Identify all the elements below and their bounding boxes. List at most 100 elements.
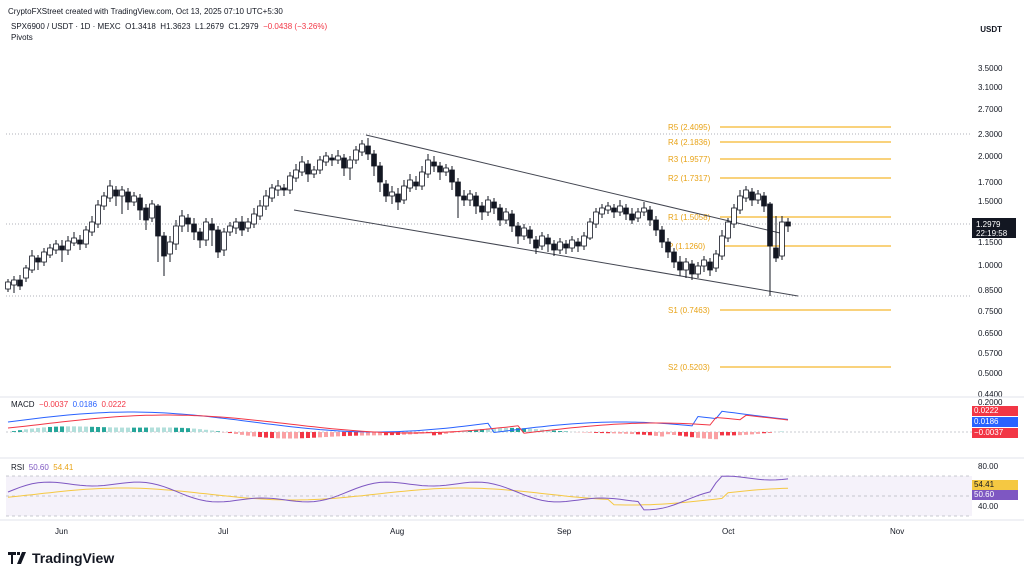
symbol-name: SPX6900 / USDT · 1D · MEXC [11,22,121,31]
candle-body [77,239,83,245]
macd-hist-bar [180,427,184,432]
candle-body [491,201,497,209]
price-axis-tick: 2.0000 [978,152,1003,161]
macd-hist-bar [60,426,64,432]
candle-body [461,195,467,201]
candle-body [29,255,35,271]
candle-body [425,159,431,175]
macd-hist-bar [156,427,160,432]
price-axis-tick: 3.5000 [978,64,1003,73]
macd-hist-bar [48,426,52,432]
macd-hist-bar [672,432,676,435]
macd-hist-bar [612,432,616,434]
time-axis-tick: Jul [218,527,228,536]
rsi-value-badge: 50.60 [972,490,1018,500]
price-axis-tick: 0.4400 [978,390,1003,399]
rsi-legend[interactable]: RSI 50.60 54.41 [11,463,73,472]
macd-hist-bar [726,432,730,436]
indicator-label[interactable]: Pivots [11,33,33,42]
candle-body [497,207,503,221]
macd-hist-bar [780,431,784,432]
candle-body [647,209,653,221]
macd-hist-bar [750,432,754,435]
macd-hist-bar [312,432,316,438]
macd-signal-line [7,414,789,434]
countdown-value: 22:19:58 [976,229,1008,238]
macd-hist-bar [642,432,646,435]
macd-hist-bar [546,430,550,432]
macd-hist-bar [606,432,610,434]
price-axis-tick: 0.7500 [978,307,1003,316]
candle-body [89,221,95,233]
macd-hist-bar [294,432,298,439]
macd-hist-bar [84,426,88,432]
candle-body [623,207,629,215]
candle-body [503,211,509,221]
candle-body [689,263,695,275]
macd-signal-value: 0.0222 [101,400,126,409]
macd-hist-bar [30,428,34,432]
macd-line-badge: 0.0186 [972,417,1018,427]
macd-hist-bar [240,432,244,435]
wedge-upper-line [365,134,781,234]
pivot-label: R2 (1.7317) [668,174,711,183]
candle-body [761,195,767,207]
candle-body [779,221,785,257]
price-axis-tick: 2.3000 [978,130,1003,139]
candle-body [539,235,545,247]
macd-hist-bar [342,432,346,437]
candle-body [197,231,203,241]
macd-hist-bar [330,432,334,437]
macd-hist-bar [138,427,142,432]
candle-body [641,207,647,213]
candle-body [635,211,641,219]
macd-hist-bar [708,432,712,439]
macd-hist-bar [36,427,40,432]
macd-hist-bar [252,432,256,437]
change-value: −0.0438 (−3.26%) [263,22,328,31]
candle-body [785,221,791,227]
macd-hist-bar [618,432,622,434]
high-label: H [160,22,167,31]
time-axis-tick: Oct [722,527,735,536]
macd-signal-badge: 0.0222 [972,406,1018,416]
price-axis-tick: 1.5000 [978,197,1003,206]
macd-hist-bar [762,432,766,434]
candle-body [629,213,635,221]
candle-body [359,143,365,153]
macd-hist-bar [336,432,340,437]
candle-body [221,231,227,251]
time-axis-tick: Nov [890,527,904,536]
macd-hist-bar [354,432,358,436]
macd-hist-bar [564,431,568,432]
rsi-axis-tick: 80.00 [978,462,999,471]
candle-body [701,259,707,267]
candle-body [515,225,521,237]
candle-body [107,185,113,199]
candle-body [377,165,383,183]
candle-body [443,167,449,173]
pivot-label: R1 (1.5058) [668,213,711,222]
candle-body [383,183,389,197]
macd-hist-bar [720,432,724,436]
candle-body [551,243,557,251]
candle-body [35,257,41,263]
candle-body [269,187,275,199]
macd-legend[interactable]: MACD −0.0037 0.0186 0.0222 [11,400,126,409]
macd-hist-bar [516,428,520,432]
candle-body [347,159,353,169]
candle-body [431,161,437,167]
pivot-label: R3 (1.9577) [668,155,711,164]
macd-hist-bar [492,428,496,432]
tradingview-logo[interactable]: TradingView [8,550,114,567]
candle-body [47,247,53,256]
macd-hist-bar [126,427,130,432]
open-label: O [125,22,132,31]
macd-hist-bar [738,432,742,436]
low-value: 1.2679 [199,22,224,31]
macd-hist-bar [480,429,484,432]
macd-hist-bar [96,426,100,432]
pivot-label: S2 (0.5203) [668,363,710,372]
macd-hist-bar [384,432,388,436]
